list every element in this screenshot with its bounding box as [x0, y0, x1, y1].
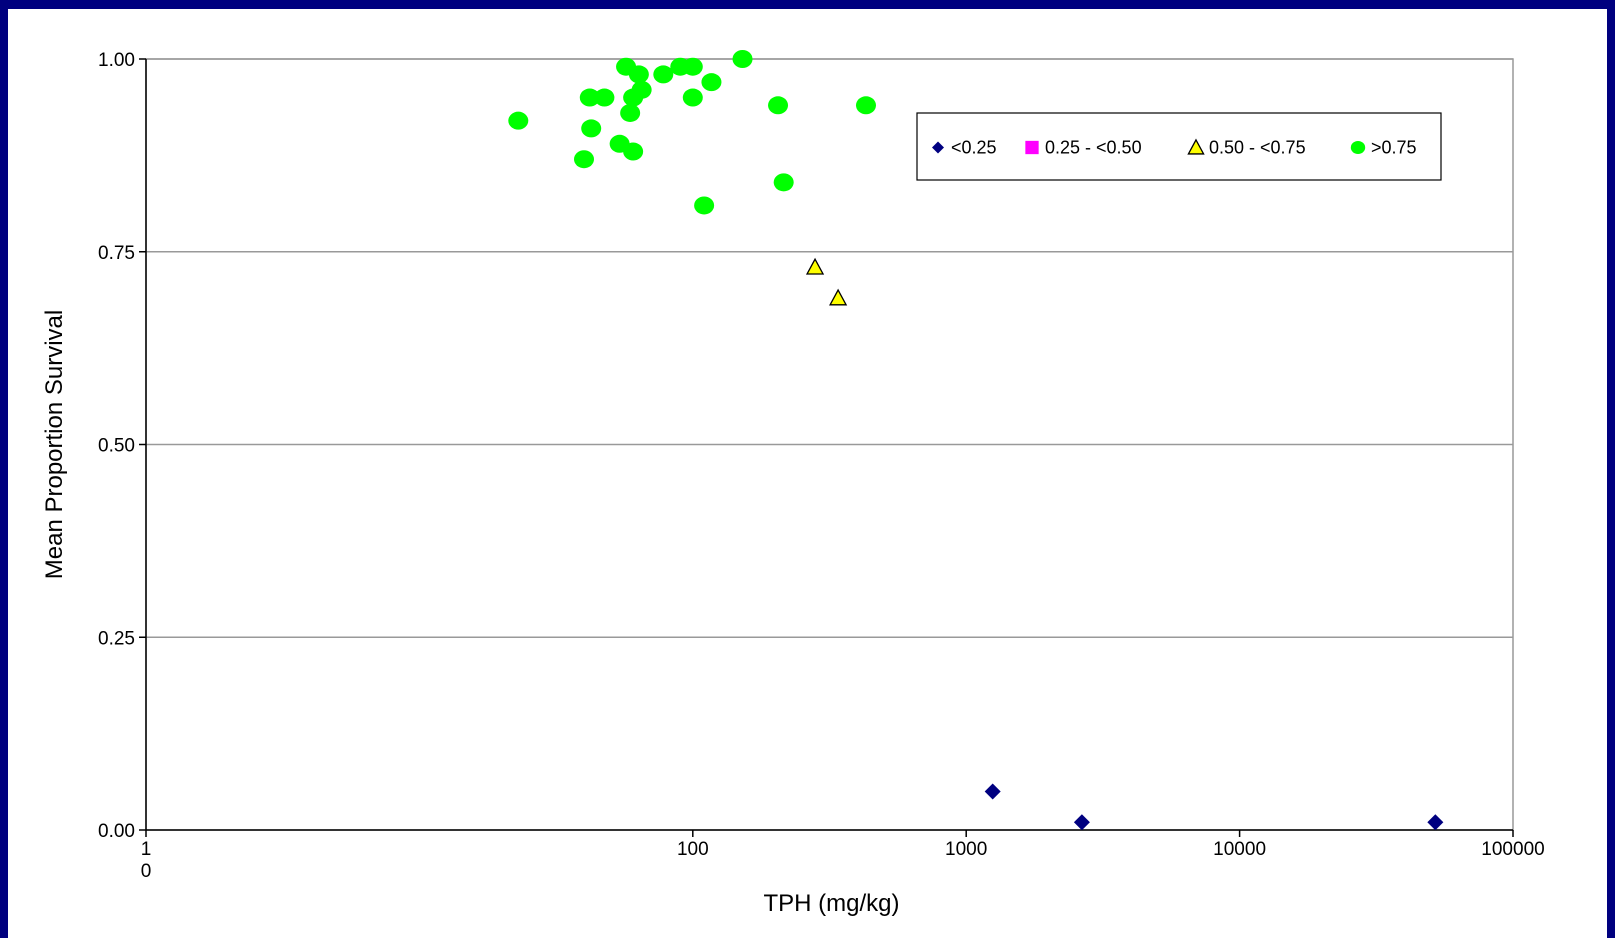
data-point [984, 783, 1001, 800]
data-point [581, 119, 602, 138]
data-point [1427, 814, 1444, 831]
legend-label: >0.75 [1371, 138, 1417, 158]
axes [139, 58, 1514, 837]
x-origin-label: 0 [141, 861, 152, 882]
y-tick-label: 0.25 [98, 628, 135, 649]
legend-marker [1025, 140, 1039, 155]
data-point [732, 50, 753, 68]
data-point [594, 88, 615, 107]
data-point [773, 173, 794, 192]
data-points [508, 50, 1444, 831]
data-point [855, 96, 876, 115]
data-point [701, 73, 722, 92]
data-point [631, 80, 652, 99]
legend-label: 0.50 - <0.75 [1209, 138, 1306, 158]
data-point [829, 288, 848, 306]
legend-marker [1350, 141, 1366, 154]
tick-labels: 0.00 0.25 0.50 0.75 1.00 1 100 1000 10000 100000 0 [98, 50, 1545, 882]
data-point [682, 88, 703, 107]
data-point [579, 88, 600, 107]
data-point [682, 57, 703, 76]
y-tick-label: 0.00 [98, 821, 135, 842]
x-axis-title: TPH (mg/kg) [763, 890, 899, 917]
x-tick-label: 100000 [1481, 839, 1544, 860]
x-tick-label: 1000 [945, 839, 987, 860]
y-tick-label: 0.75 [98, 243, 135, 264]
data-point [805, 257, 825, 275]
x-tick-label: 100 [677, 839, 709, 860]
data-point [574, 150, 595, 169]
y-tick-label: 0.50 [98, 436, 135, 457]
data-point [623, 142, 644, 161]
data-point [653, 65, 674, 84]
data-point [768, 96, 789, 115]
data-point [694, 196, 715, 215]
legend-label: <0.25 [951, 138, 997, 158]
data-point [628, 65, 649, 84]
data-point [1073, 814, 1090, 831]
x-tick-label: 1 [141, 839, 152, 860]
legend-label: 0.25 - <0.50 [1045, 138, 1142, 158]
legend-marker [932, 141, 944, 154]
data-point [620, 103, 641, 122]
legend: <0.25 0.25 - <0.50 0.50 - <0.75 >0.75 [916, 112, 1442, 181]
legend-marker [1187, 138, 1205, 155]
y-axis-title: Mean Proportion Survival [41, 310, 68, 579]
data-point [508, 111, 529, 130]
y-tick-label: 1.00 [98, 50, 135, 71]
x-tick-label: 10000 [1213, 839, 1266, 860]
